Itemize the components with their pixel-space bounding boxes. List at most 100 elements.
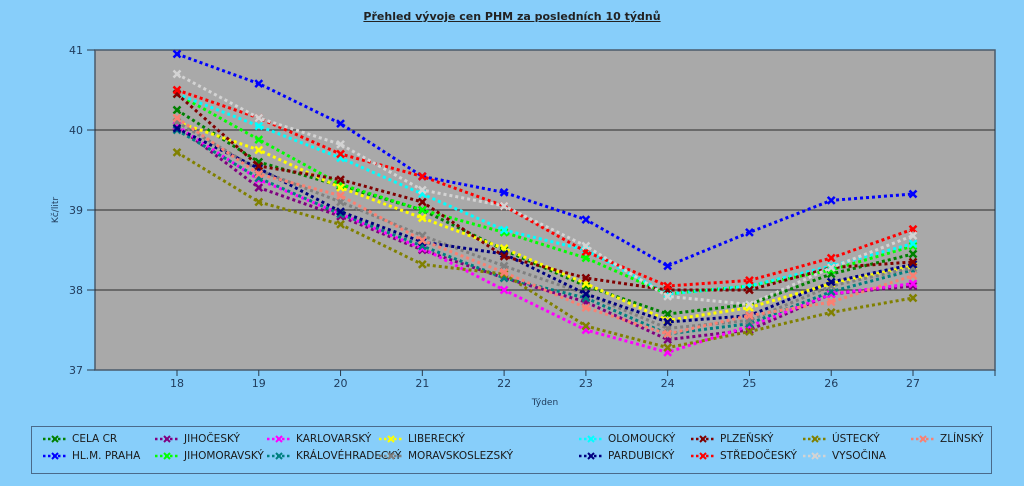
data-point [172, 49, 182, 59]
data-point [417, 213, 427, 223]
data-point [745, 285, 754, 295]
legend-label: CELA CR [72, 433, 118, 445]
data-point [663, 317, 673, 327]
legend-item: CELA CR [42, 433, 117, 445]
series-pardubick- [172, 124, 918, 327]
legend-item: JIHOMORAVSKÝ [154, 450, 264, 462]
legend-marker-icon [267, 435, 291, 443]
series-line [176, 88, 914, 288]
data-point [417, 205, 427, 215]
data-point [663, 329, 673, 339]
data-point [826, 297, 836, 307]
legend-marker-icon [691, 435, 715, 443]
x-tick-label: 20 [334, 377, 348, 390]
data-point [172, 124, 182, 133]
legend-item: JIHOČESKÝ [154, 433, 240, 445]
data-point [336, 191, 345, 200]
legend-label: KRÁLOVÉHRADECKÝ [296, 450, 402, 462]
legend-item: PLZEŇSKÝ [690, 433, 773, 445]
legend-label: LIBERECKÝ [408, 433, 465, 445]
data-point [172, 148, 182, 157]
data-point [581, 273, 591, 283]
data-point [581, 281, 591, 291]
data-point [581, 289, 591, 299]
data-point [336, 183, 345, 192]
data-point [745, 228, 754, 237]
legend-label: VYSOČINA [832, 450, 886, 462]
legend-marker-icon [43, 435, 67, 443]
data-point [417, 172, 427, 181]
legend-marker-icon [155, 452, 179, 460]
data-point [499, 252, 509, 261]
line-chart: 37 38 39 40 41 18 19 20 21 22 23 24 25 26 27 Kč/litr T… [50, 44, 996, 408]
data-point [172, 105, 182, 115]
data-point [417, 185, 427, 195]
data-point [581, 303, 591, 312]
data-point [908, 281, 918, 291]
data-point [499, 268, 509, 277]
data-point [908, 271, 918, 280]
data-point [336, 119, 345, 128]
data-point [499, 188, 509, 197]
data-point [745, 327, 754, 336]
data-point [908, 189, 918, 199]
data-point [499, 285, 509, 295]
x-tick-label: 18 [170, 377, 184, 390]
series-vyso-ina [172, 69, 918, 309]
series-line [176, 116, 914, 336]
legend-marker-icon [579, 452, 603, 460]
data-point [745, 311, 754, 320]
data-point [499, 225, 509, 235]
data-point [254, 169, 264, 179]
data-point [826, 253, 836, 263]
data-point [336, 207, 345, 216]
legend-item: OLOMOUCKÝ [578, 433, 675, 445]
data-point [172, 69, 182, 79]
data-point [254, 79, 264, 88]
data-point [336, 220, 345, 229]
data-point [254, 161, 264, 171]
y-tick-label: 37 [69, 364, 83, 377]
legend-label: MORAVSKOSLEZSKÝ [408, 450, 514, 462]
series-line [176, 92, 914, 292]
data-point [417, 236, 427, 245]
data-point [254, 183, 264, 192]
legend-label: PARDUBICKÝ [608, 450, 675, 462]
legend-marker-icon [379, 435, 403, 443]
data-point [826, 196, 836, 205]
legend-item: ÚSTECKÝ [802, 433, 880, 445]
legend-item: STŘEDOČESKÝ [690, 450, 797, 462]
data-point [254, 121, 264, 131]
legend-item: MORAVSKOSLEZSKÝ [378, 450, 513, 462]
legend-label: PLZEŇSKÝ [720, 433, 774, 445]
data-point [336, 175, 345, 184]
legend-label: JIHOČESKÝ [184, 433, 240, 445]
data-point [254, 113, 264, 123]
series-line [176, 127, 914, 324]
data-point [908, 257, 918, 267]
y-tick-label: 41 [69, 44, 83, 57]
data-point [254, 135, 264, 144]
data-point [663, 281, 673, 291]
legend-item: HL.M. PRAHA [42, 450, 140, 462]
legend-label: HL.M. PRAHA [72, 450, 141, 462]
legend-marker-icon [803, 452, 827, 460]
legend-marker-icon [803, 435, 827, 443]
data-point [908, 231, 918, 240]
data-point [581, 321, 591, 331]
legend-marker-icon [379, 452, 403, 460]
data-point [663, 261, 673, 271]
legend-item: PARDUBICKÝ [578, 450, 674, 462]
x-tick-label: 19 [252, 377, 266, 390]
legend-label: OLOMOUCKÝ [608, 433, 676, 445]
series-line [176, 124, 914, 354]
legend-marker-icon [267, 452, 291, 460]
legend: CELA CR HL.M. PRAHA JIHOČESKÝ JIHOMORAVSKÝ K… [31, 426, 992, 474]
series-line [176, 128, 914, 336]
legend-item: LIBERECKÝ [378, 433, 465, 445]
y-tick-label: 40 [69, 124, 83, 137]
x-axis-title: Týden [531, 398, 558, 408]
data-point [499, 201, 509, 211]
series--steck- [172, 148, 918, 352]
legend-marker-icon [911, 435, 935, 443]
